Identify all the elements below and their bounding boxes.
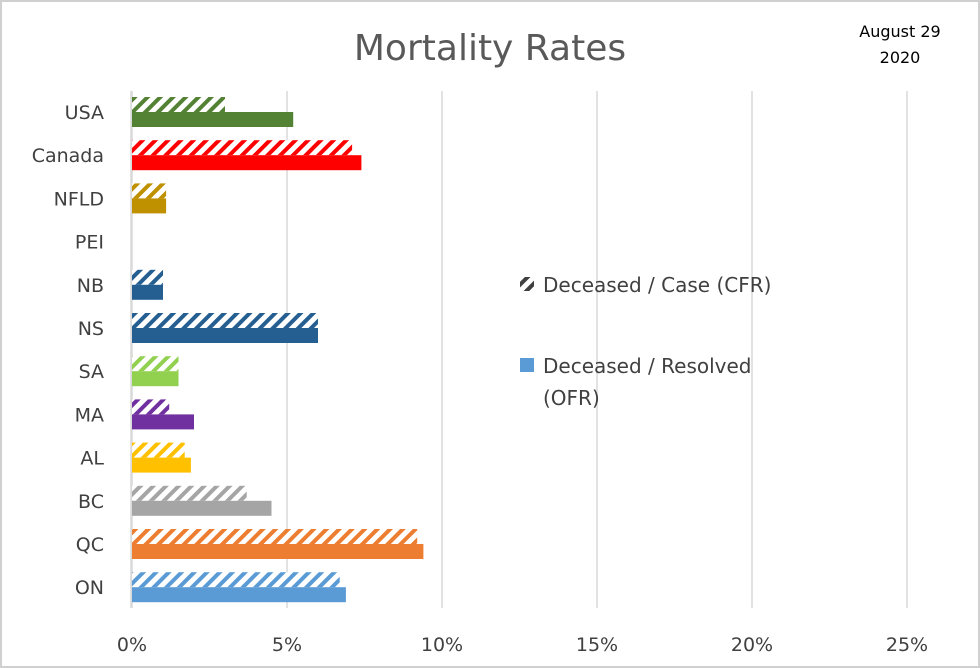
bars (132, 97, 424, 603)
bar-cfr (132, 313, 318, 328)
date-annotation-line2: 2020 (880, 48, 921, 67)
legend-swatch-ofr (520, 358, 534, 372)
bar-ofr (132, 198, 167, 214)
bar-cfr (132, 140, 353, 156)
bar-ofr (132, 328, 318, 343)
bar-ofr (132, 500, 272, 516)
bar-cfr (132, 269, 163, 285)
category-label: USA (65, 102, 104, 124)
bar-cfr (132, 356, 179, 372)
x-tick-label: 5% (272, 634, 302, 656)
category-label: Canada (32, 145, 104, 167)
legend: Deceased / Case (CFR) Deceased / Resolve… (520, 273, 771, 410)
bar-cfr (132, 442, 185, 458)
legend-swatch-cfr (520, 277, 534, 291)
bar-cfr (132, 183, 167, 199)
category-labels: USA Canada NFLD PEI NB NS SA MA AL BC QC ON (32, 102, 105, 599)
category-label: NS (78, 318, 104, 340)
category-label: BC (78, 491, 104, 513)
x-tick-label: 0% (117, 634, 147, 656)
gridlines (130, 91, 908, 608)
bar-cfr (132, 529, 418, 544)
bar-ofr (132, 284, 163, 300)
category-label: QC (76, 534, 104, 556)
bar-cfr (132, 399, 170, 415)
legend-label-ofr-line1: Deceased / Resolved (543, 354, 752, 378)
bar-cfr (132, 485, 247, 501)
x-tick-label: 15% (576, 634, 618, 656)
x-tick-label: 25% (886, 634, 928, 656)
chart-title: Mortality Rates (354, 28, 626, 69)
bar-ofr (132, 544, 424, 559)
bar-ofr (132, 112, 294, 127)
bar-cfr (132, 572, 340, 588)
bar-ofr (132, 587, 346, 603)
x-tick-label: 10% (421, 634, 463, 656)
bar-ofr (132, 457, 191, 473)
category-label: NFLD (54, 188, 104, 210)
legend-label-ofr-line2: (OFR) (543, 386, 600, 410)
category-label: AL (80, 448, 104, 470)
bar-ofr (132, 371, 179, 387)
x-tick-label: 20% (731, 634, 773, 656)
category-label: SA (79, 361, 104, 383)
legend-label-cfr: Deceased / Case (CFR) (543, 273, 771, 297)
category-label: PEI (75, 232, 104, 254)
category-label: NB (77, 275, 104, 297)
bar-ofr (132, 414, 194, 430)
bar-ofr (132, 155, 362, 171)
bar-cfr (132, 97, 225, 112)
category-label: MA (75, 404, 104, 426)
category-label: ON (75, 577, 104, 599)
date-annotation-line1: August 29 (859, 22, 940, 41)
x-tick-labels: 0% 5% 10% 15% 20% 25% (117, 634, 928, 656)
